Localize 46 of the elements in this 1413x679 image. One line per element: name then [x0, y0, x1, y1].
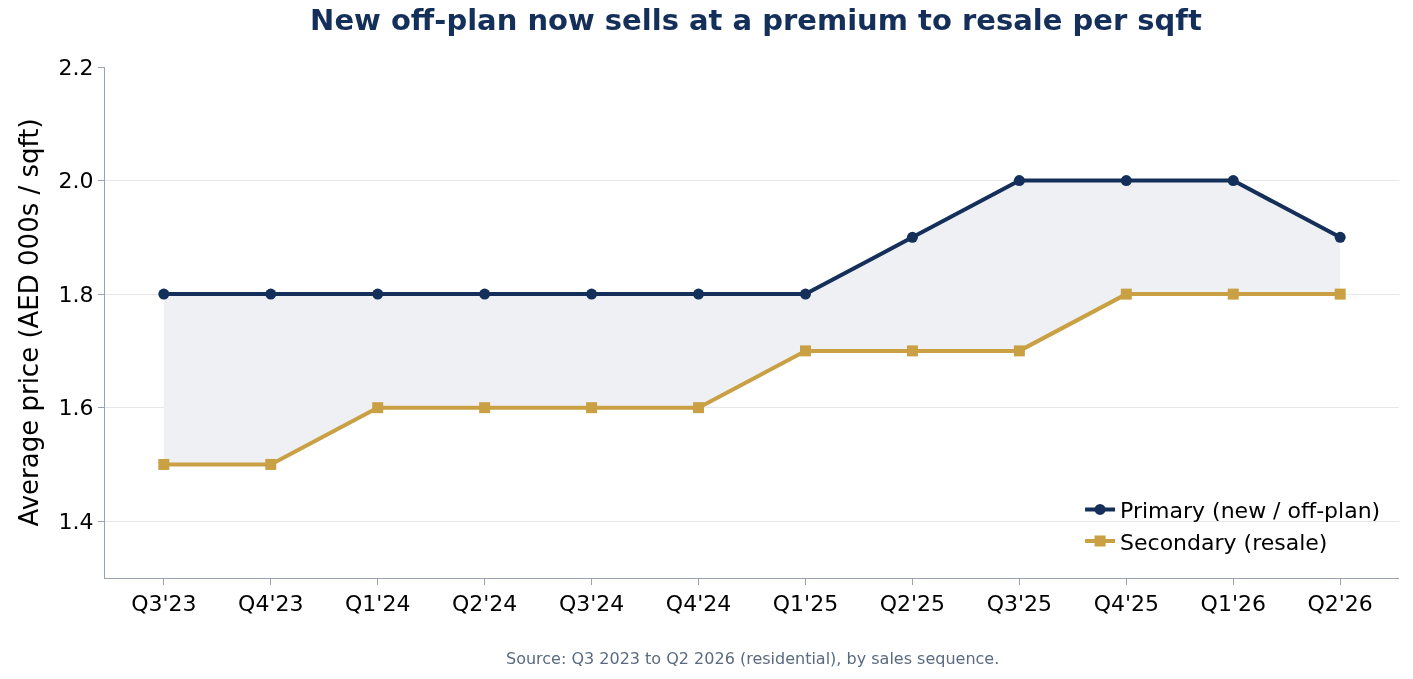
point: [479, 288, 491, 300]
x-tick-label: Q3'23: [131, 591, 197, 617]
point: [906, 231, 918, 243]
x-tick-label: Q4'23: [238, 591, 304, 617]
point: [586, 288, 598, 300]
y-tick-label: 2.0: [58, 168, 94, 194]
point: [372, 288, 384, 300]
point: [586, 402, 598, 414]
x-tick-label: Q3'25: [986, 591, 1053, 617]
legend-label: Secondary (resale): [1120, 529, 1328, 555]
point: [906, 345, 918, 357]
point: [799, 345, 811, 357]
point: [693, 288, 705, 300]
point: [158, 458, 170, 470]
source-note: Source: Q3 2023 to Q2 2026 (residential), by sales sequence.: [506, 649, 1000, 668]
point: [265, 288, 277, 300]
legend-label: Primary (new / off-plan): [1120, 498, 1381, 524]
point: [158, 288, 170, 300]
chart-title: New off-plan now sells at a premium to resale per sqft: [310, 3, 1202, 38]
x-tick-label: Q4'25: [1093, 591, 1159, 617]
point: [1334, 231, 1346, 243]
y-tick-label: 1.6: [58, 395, 94, 421]
point: [1334, 288, 1346, 300]
y-axis-title: Average price (AED 000s / sqft): [14, 118, 44, 527]
point: [693, 402, 705, 414]
x-tick-label: Q1'24: [345, 591, 411, 617]
x-tick-label: Q1'26: [1200, 591, 1266, 617]
y-tick-label: 1.4: [58, 508, 94, 534]
x-tick-label: Q4'24: [665, 591, 732, 617]
point: [1120, 288, 1132, 300]
y-tick-label: 2.2: [58, 54, 94, 80]
point: [1227, 288, 1239, 300]
point: [1013, 175, 1025, 187]
point: [799, 288, 811, 300]
x-tick-label: Q2'25: [879, 591, 946, 617]
x-tick-label: Q2'24: [451, 591, 518, 617]
point: [479, 402, 491, 414]
point: [1120, 175, 1132, 187]
point: [1013, 345, 1025, 357]
point: [265, 458, 277, 470]
x-tick-label: Q2'26: [1307, 591, 1373, 617]
x-tick-label: Q3'24: [558, 591, 625, 617]
x-tick-label: Q1'25: [772, 591, 839, 617]
point: [1227, 175, 1239, 187]
y-tick-label: 1.8: [58, 281, 94, 307]
point: [372, 402, 384, 414]
